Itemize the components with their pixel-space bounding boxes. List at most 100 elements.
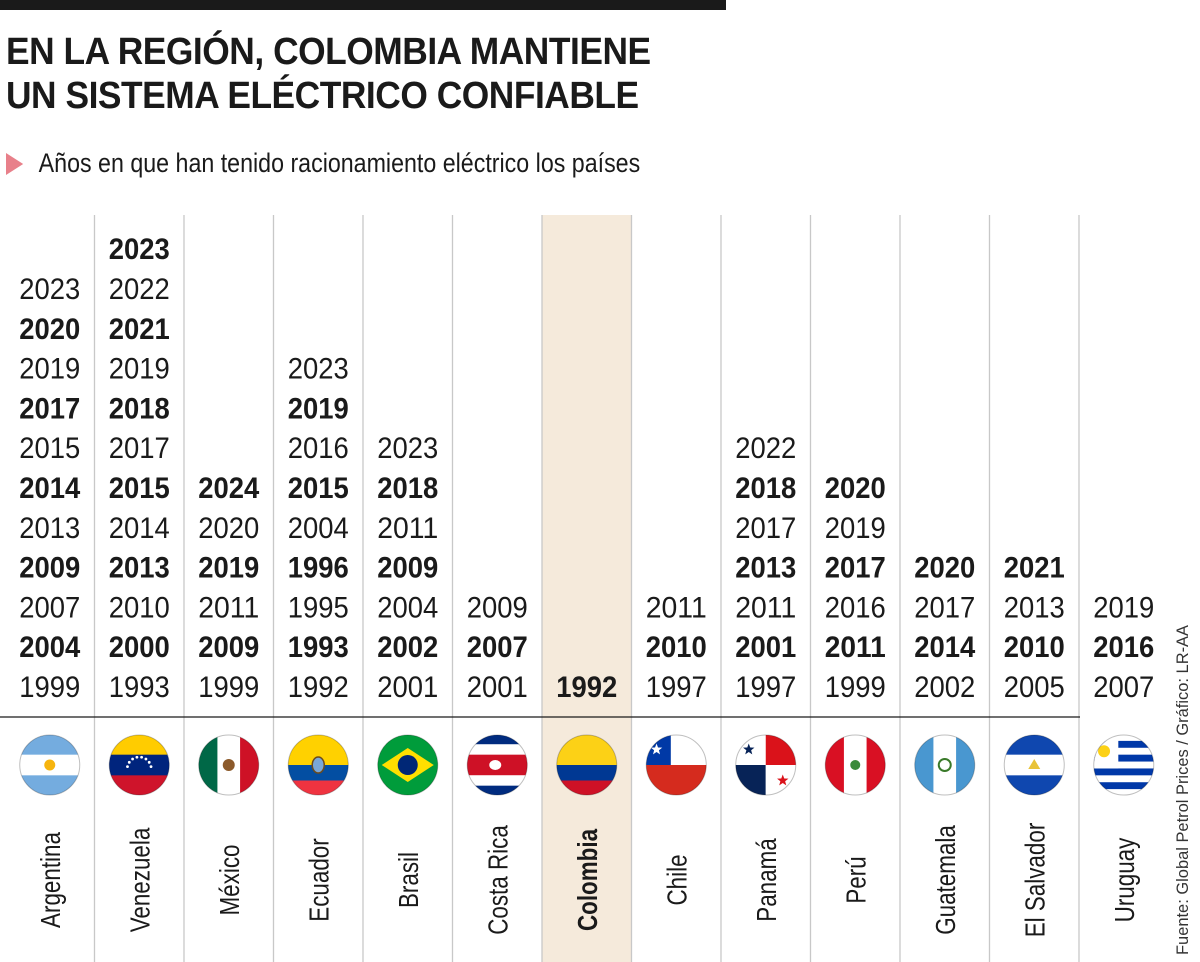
venezuela-flag-icon	[109, 735, 170, 795]
year-label: 2011	[377, 512, 438, 545]
year-label: 1993	[109, 671, 170, 704]
year-label: 2005	[1004, 671, 1065, 704]
country-column: 2020 2017 2014 2002 Guatemala	[914, 552, 976, 935]
year-label: 2007	[467, 631, 528, 664]
country-name-label: El Salvador	[1019, 823, 1050, 938]
year-label: 2019	[288, 392, 349, 425]
year-label: 2001	[467, 671, 528, 704]
year-label: 2015	[19, 432, 80, 465]
country-name-label: Perú	[840, 856, 871, 903]
guatemala-flag-icon	[914, 735, 975, 795]
year-label: 1999	[19, 671, 80, 704]
country-column: 1992 Colombia	[556, 671, 618, 931]
subtitle-text: Años en que han tenido racionamiento elé…	[38, 148, 641, 178]
country-name-label: Venezuela	[124, 827, 155, 932]
year-label: 2016	[288, 432, 349, 465]
country-column: 2024 2020 2019 2011 2009 1999 México	[198, 472, 260, 916]
year-label: 2011	[825, 631, 886, 664]
year-label: 2018	[735, 472, 796, 505]
year-label: 2013	[19, 512, 80, 545]
year-label: 1997	[646, 671, 707, 704]
el-salvador-flag-icon	[1004, 735, 1065, 795]
country-name-label: México	[214, 845, 245, 916]
country-column: 2009 2007 2001 Costa Rica	[466, 591, 528, 935]
flag-outline	[914, 734, 976, 796]
chart-title: EN LA REGIÓN, COLOMBIA MANTIENE UN SISTE…	[6, 31, 651, 117]
year-label: 2019	[198, 552, 259, 585]
year-label: 2020	[914, 552, 975, 585]
year-label: 2023	[288, 353, 349, 386]
year-label: 2014	[914, 631, 975, 664]
argentina-flag-icon	[19, 735, 80, 795]
year-label: 2015	[288, 472, 349, 505]
year-label: 1999	[825, 671, 886, 704]
highlight-column-bg	[542, 215, 632, 962]
year-label: 2011	[646, 591, 707, 624]
country-column: 2021 2013 2010 2005 El Salvador	[1003, 552, 1065, 938]
country-name-label: Chile	[661, 854, 692, 905]
flag-outline	[466, 734, 528, 796]
year-label: 2019	[109, 353, 170, 386]
country-column: 2023 2022 2021 2019 2018 2017 2015 2014 2013 2010…	[108, 233, 170, 932]
year-label: 2016	[1093, 631, 1154, 664]
country-column: 2023 2018 2011 2009 2004 2002 2001 Brasil	[377, 432, 439, 908]
year-label: 2001	[735, 631, 796, 664]
country-name-label: Panamá	[751, 838, 782, 922]
year-label: 2014	[109, 512, 170, 545]
country-column: 2023 2020 2019 2017 2015 2014 2013 2009 2007 2004…	[19, 273, 81, 928]
country-name-label: Colombia	[572, 829, 603, 931]
year-label: 1997	[735, 671, 796, 704]
flag-outline	[1093, 734, 1155, 796]
year-label: 2011	[198, 591, 259, 624]
year-label: 2010	[1004, 631, 1065, 664]
flag-outline	[287, 734, 349, 796]
year-label: 2011	[735, 591, 796, 624]
country-name-label: Costa Rica	[482, 825, 513, 935]
year-label: 1992	[288, 671, 349, 704]
year-label: 2001	[377, 671, 438, 704]
year-label: 2009	[19, 552, 80, 585]
panama-flag-icon	[735, 735, 796, 795]
year-label: 2020	[825, 472, 886, 505]
flag-outline	[19, 734, 81, 796]
year-label: 2004	[288, 512, 349, 545]
chart-subtitle: Años en que han tenido racionamiento elé…	[6, 146, 640, 180]
country-column: 2019 2016 2007 Uruguay	[1093, 591, 1155, 922]
brasil-flag-icon	[377, 735, 438, 795]
year-label: 2015	[109, 472, 170, 505]
year-label: 2017	[825, 552, 886, 585]
flag-outline	[198, 734, 260, 796]
year-label: 2002	[377, 631, 438, 664]
year-label: 2021	[1004, 552, 1065, 585]
flag-outline	[377, 734, 439, 796]
chile-flag-icon	[646, 735, 707, 795]
year-label: 2017	[735, 512, 796, 545]
year-label: 2004	[377, 591, 438, 624]
country-name-label: Argentina	[35, 832, 66, 928]
year-label: 2023	[109, 233, 170, 266]
year-label: 1999	[198, 671, 259, 704]
year-label: 2014	[19, 472, 80, 505]
year-label: 2013	[735, 552, 796, 585]
year-label: 2023	[377, 432, 438, 465]
country-column: 2020 2019 2017 2016 2011 1999 Perú	[824, 472, 886, 904]
year-label: 2016	[825, 591, 886, 624]
year-label: 2007	[1093, 671, 1154, 704]
country-column: 2022 2018 2017 2013 2011 2001 1997 Panamá	[735, 432, 797, 922]
year-label: 2004	[19, 631, 80, 664]
flag-outline	[1003, 734, 1065, 796]
triangle-bullet-icon	[6, 153, 24, 175]
year-label: 1996	[288, 552, 349, 585]
year-label: 2002	[914, 671, 975, 704]
year-label: 2017	[109, 432, 170, 465]
country-name-label: Ecuador	[303, 838, 334, 921]
year-label: 2021	[109, 313, 170, 346]
year-label: 2018	[377, 472, 438, 505]
costa-rica-flag-icon	[467, 735, 528, 795]
year-label: 2013	[109, 552, 170, 585]
year-label: 1995	[288, 591, 349, 624]
uruguay-flag-icon	[1093, 735, 1154, 795]
year-label: 2019	[19, 353, 80, 386]
year-label: 2022	[109, 273, 170, 306]
mexico-flag-icon	[198, 735, 259, 795]
